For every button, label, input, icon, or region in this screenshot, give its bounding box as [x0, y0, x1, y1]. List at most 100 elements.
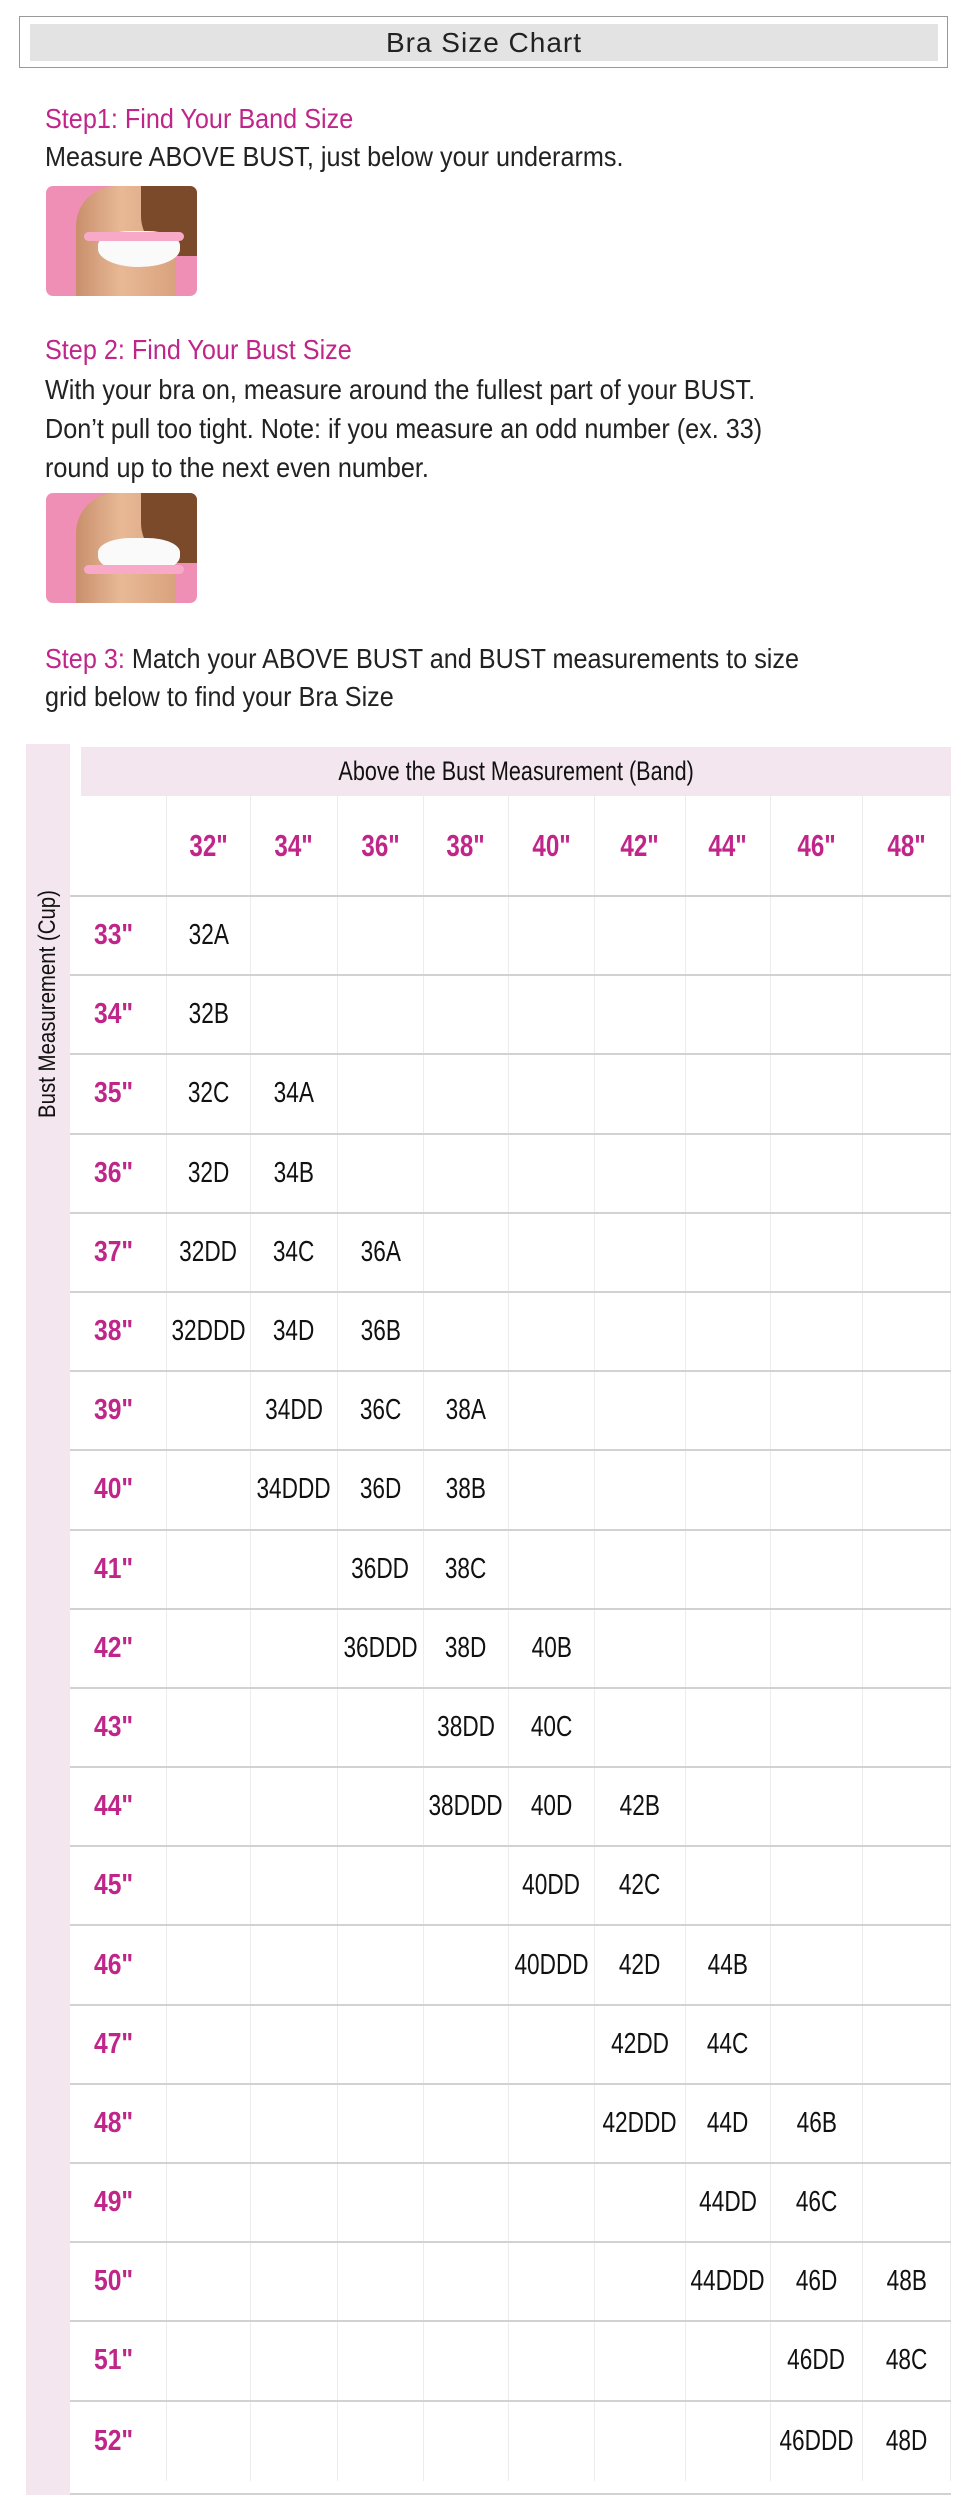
size-cell-text: 40DD — [522, 1869, 581, 1902]
table-row: 45" 40DD 42C — [70, 1847, 951, 1927]
size-cell: 34B — [251, 1134, 338, 1212]
size-cell-text: 42DD — [611, 2027, 669, 2060]
size-cell — [424, 2005, 509, 2083]
table-row: 42" 36DDD 38D 40B — [70, 1609, 951, 1689]
row-header-text: 42" — [94, 1631, 134, 1664]
column-header-text: 48" — [887, 827, 926, 863]
size-cell — [595, 1134, 686, 1212]
row-header: 43" — [70, 1688, 167, 1767]
row-header: 35" — [70, 1055, 167, 1133]
size-cell — [686, 1530, 771, 1608]
row-header-text: 45" — [94, 1869, 134, 1902]
size-cell-text: 38C — [445, 1552, 487, 1585]
size-cell — [509, 1213, 595, 1291]
size-cell — [595, 2164, 686, 2242]
size-cell-text: 48C — [885, 2344, 928, 2377]
step3-line-2: grid below to find your Bra Size — [45, 681, 394, 712]
size-cell — [338, 2084, 424, 2162]
size-cell — [424, 897, 509, 975]
size-cell-text: 34A — [273, 1077, 315, 1110]
size-cell: 48B — [863, 2243, 951, 2321]
size-cell — [595, 1372, 686, 1450]
size-cell-text: 32C — [187, 1077, 230, 1110]
size-cell — [686, 2322, 771, 2400]
row-header: 47" — [70, 2005, 167, 2083]
size-cell — [251, 2401, 338, 2481]
size-cell — [509, 1292, 595, 1371]
size-cell — [167, 1530, 251, 1608]
size-cell — [338, 976, 424, 1054]
size-cell: 34DD — [251, 1372, 338, 1450]
column-header: 36" — [338, 796, 424, 895]
step1-title: Step1: Find Your Band Size — [45, 103, 354, 134]
size-cell — [595, 2322, 686, 2400]
size-cell — [338, 897, 424, 975]
size-cell — [686, 1055, 771, 1133]
size-cell — [509, 2084, 595, 2162]
size-cell: 46D — [771, 2243, 863, 2321]
size-cell — [424, 1847, 509, 1925]
size-cell — [863, 2164, 951, 2242]
size-cell: 36C — [338, 1372, 424, 1450]
column-header-text: 36" — [361, 827, 400, 863]
row-header: 40" — [70, 1451, 167, 1529]
bust-measurement-photo — [46, 493, 197, 603]
row-axis-band — [26, 744, 70, 2495]
size-cell: 42C — [595, 1847, 686, 1925]
size-cell — [424, 1292, 509, 1371]
size-cell: 36DDD — [338, 1609, 424, 1687]
size-cell — [509, 1055, 595, 1133]
table-row: 46" 40DDD 42D 44B — [70, 1926, 951, 2006]
column-header: 40" — [509, 796, 595, 895]
size-cell — [251, 2164, 338, 2242]
size-cell — [595, 1609, 686, 1687]
size-cell — [771, 1768, 863, 1846]
table-row: 51" 46DD 48C — [70, 2322, 951, 2402]
row-header: 45" — [70, 1847, 167, 1925]
size-cell-text: 40B — [531, 1631, 572, 1664]
size-cell-text: 44C — [707, 2027, 749, 2060]
size-cell-text: 34DDD — [256, 1473, 332, 1506]
size-cell: 32B — [167, 976, 251, 1054]
table-row: 34" 32B — [70, 976, 951, 1056]
size-cell — [338, 1768, 424, 1846]
size-cell: 44DDD — [686, 2243, 771, 2321]
size-cell — [424, 1134, 509, 1212]
row-header-text: 38" — [94, 1315, 134, 1348]
size-cell-text: 38A — [445, 1394, 487, 1427]
size-cell: 38B — [424, 1451, 509, 1529]
size-cell-text: 46D — [795, 2265, 838, 2298]
size-cell: 34C — [251, 1213, 338, 1291]
size-cell — [509, 976, 595, 1054]
size-cell — [251, 1768, 338, 1846]
size-cell — [686, 1292, 771, 1371]
size-cell-text: 32DDD — [171, 1315, 246, 1348]
size-cell — [686, 2401, 771, 2481]
size-cell — [863, 976, 951, 1054]
size-cell-text: 40C — [530, 1710, 573, 1743]
size-cell-text: 38B — [445, 1473, 487, 1506]
size-cell — [771, 897, 863, 975]
table-row: 37" 32DD 34C 36A — [70, 1213, 951, 1293]
size-cell — [771, 2005, 863, 2083]
size-cell: 40C — [509, 1688, 595, 1767]
row-header-text: 47" — [94, 2027, 134, 2060]
page-title: Bra Size Chart — [30, 24, 938, 61]
size-cell-text: 32A — [188, 919, 229, 952]
size-cell: 40DDD — [509, 1926, 595, 2004]
chart-title-box: Bra Size Chart — [19, 16, 948, 68]
size-cell — [771, 1292, 863, 1371]
size-cell — [167, 2164, 251, 2242]
size-cell — [863, 1292, 951, 1371]
size-cell — [863, 1768, 951, 1846]
size-cell — [771, 976, 863, 1054]
size-cell — [251, 1926, 338, 2004]
row-axis-label: Bust Measurement (Cup) — [34, 890, 61, 1118]
size-cell — [251, 1688, 338, 1767]
row-header-text: 35" — [94, 1077, 134, 1110]
size-cell — [251, 1609, 338, 1687]
size-cell — [863, 1213, 951, 1291]
size-cell — [595, 1292, 686, 1371]
size-cell — [338, 2322, 424, 2400]
size-cell: 36DD — [338, 1530, 424, 1608]
